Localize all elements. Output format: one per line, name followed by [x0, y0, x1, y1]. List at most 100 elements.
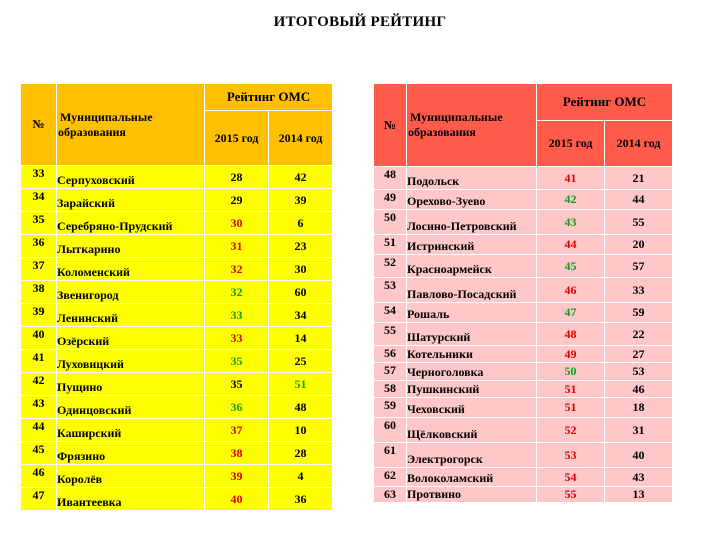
table-row: 61 Электрогорск 53 40: [373, 442, 674, 468]
row-number: 52: [373, 254, 407, 278]
header-rating-group: Рейтинг ОМС: [203, 83, 334, 111]
rating-2015: 49: [536, 345, 605, 363]
municipality-name: Подольск: [406, 166, 537, 190]
rating-2014: 44: [603, 189, 674, 210]
left-table-body: 33 Серпуховский 28 42 34 Зарайский 29 39 35 Сереб…: [20, 165, 334, 511]
rating-2014: 55: [603, 209, 674, 235]
rating-2014: 60: [267, 280, 334, 304]
row-number: 50: [373, 209, 407, 235]
municipality-name: Котельники: [406, 345, 537, 363]
row-number: 43: [20, 395, 57, 419]
municipality-name: Павлово-Посадский: [406, 277, 537, 303]
rating-2015: 43: [536, 209, 605, 235]
municipality-name: Луховицкий: [56, 349, 205, 373]
row-number: 41: [20, 349, 57, 373]
row-number: 35: [20, 211, 57, 235]
table-row: 49 Орехово-Зуево 42 44: [373, 189, 674, 210]
rating-2015: 39: [204, 464, 269, 488]
rating-2014: 25: [267, 349, 334, 373]
rating-2014: 57: [603, 254, 674, 278]
rating-2015: 50: [536, 362, 605, 381]
row-number: 62: [373, 467, 407, 487]
municipality-name: Красноармейск: [406, 254, 537, 278]
rating-2014: 53: [603, 362, 674, 381]
rating-table-left: № Муниципальные образования Рейтинг ОМС …: [20, 83, 334, 511]
header-year-2014: 2014 год: [603, 120, 674, 167]
rating-2015: 35: [204, 372, 269, 396]
table-row: 34 Зарайский 29 39: [20, 188, 334, 212]
table-row: 42 Пущино 35 51: [20, 372, 334, 396]
municipality-name: Серебряно-Прудский: [56, 211, 205, 235]
rating-2015: 53: [536, 442, 605, 468]
rating-2014: 13: [603, 486, 674, 503]
rating-2014: 10: [267, 418, 334, 442]
header-year-2014: 2014 год: [267, 110, 334, 166]
table-row: 62 Волоколамский 54 43: [373, 467, 674, 487]
rating-2014: 27: [603, 345, 674, 363]
row-number: 55: [373, 322, 407, 346]
rating-2015: 54: [536, 467, 605, 487]
rating-2014: 4: [267, 464, 334, 488]
rating-2015: 47: [536, 302, 605, 323]
municipality-name: Щёлковский: [406, 417, 537, 443]
municipality-name: Шатурский: [406, 322, 537, 346]
row-number: 48: [373, 166, 407, 190]
rating-2015: 33: [204, 326, 269, 350]
table-row: 47 Ивантеевка 40 36: [20, 487, 334, 511]
rating-2015: 51: [536, 397, 605, 418]
rating-2014: 23: [267, 234, 334, 258]
table-row: 50 Лосино-Петровский 43 55: [373, 209, 674, 235]
rating-2015: 30: [204, 211, 269, 235]
header-rating-group: Рейтинг ОМС: [535, 83, 674, 121]
row-number: 39: [20, 303, 57, 327]
header-municipality-line1: Муниципальные: [410, 110, 503, 124]
rating-2015: 48: [536, 322, 605, 346]
table-row: 52 Красноармейск 45 57: [373, 254, 674, 278]
table-row: 43 Одинцовский 36 48: [20, 395, 334, 419]
municipality-name: Протвино: [406, 486, 537, 503]
table-row: 56 Котельники 49 27: [373, 345, 674, 363]
rating-2015: 55: [536, 486, 605, 503]
rating-2014: 28: [267, 441, 334, 465]
rating-2014: 46: [603, 380, 674, 398]
table-row: 54 Рошаль 47 59: [373, 302, 674, 323]
header-year-2015: 2015 год: [536, 120, 605, 167]
row-number: 37: [20, 257, 57, 281]
rating-2015: 32: [204, 280, 269, 304]
table-row: 48 Подольск 41 21: [373, 166, 674, 190]
municipality-name: Черноголовка: [406, 362, 537, 381]
rating-2014: 6: [267, 211, 334, 235]
rating-2015: 31: [204, 234, 269, 258]
rating-2014: 48: [267, 395, 334, 419]
row-number: 46: [20, 464, 57, 488]
rating-2015: 32: [204, 257, 269, 281]
municipality-name: Электрогорск: [406, 442, 537, 468]
row-number: 49: [373, 189, 407, 210]
rating-2014: 18: [603, 397, 674, 418]
rating-2015: 33: [204, 303, 269, 327]
municipality-name: Орехово-Зуево: [406, 189, 537, 210]
page-title: ИТОГОВЫЙ РЕЙТИНГ: [273, 14, 447, 30]
table-row: 39 Ленинский 33 34: [20, 303, 334, 327]
municipality-name: Ленинский: [56, 303, 205, 327]
rating-2014: 31: [603, 417, 674, 443]
rating-2015: 51: [536, 380, 605, 398]
header-municipality-line2: образования: [408, 125, 476, 139]
table-row: 37 Коломенский 32 30: [20, 257, 334, 281]
table-row: 36 Лыткарино 31 23: [20, 234, 334, 258]
municipality-name: Озёрский: [56, 326, 205, 350]
municipality-name: Рошаль: [406, 302, 537, 323]
row-number: 61: [373, 442, 407, 468]
rating-2014: 34: [267, 303, 334, 327]
rating-2014: 36: [267, 487, 334, 511]
row-number: 33: [20, 165, 57, 189]
rating-2015: 37: [204, 418, 269, 442]
table-row: 53 Павлово-Посадский 46 33: [373, 277, 674, 303]
municipality-name: Лыткарино: [56, 234, 205, 258]
row-number: 60: [373, 417, 407, 443]
header-municipality: Муниципальные образования: [56, 83, 205, 166]
rating-2015: 28: [204, 165, 269, 189]
rating-2014: 42: [267, 165, 334, 189]
table-row: 33 Серпуховский 28 42: [20, 165, 334, 189]
table-row: 46 Королёв 39 4: [20, 464, 334, 488]
